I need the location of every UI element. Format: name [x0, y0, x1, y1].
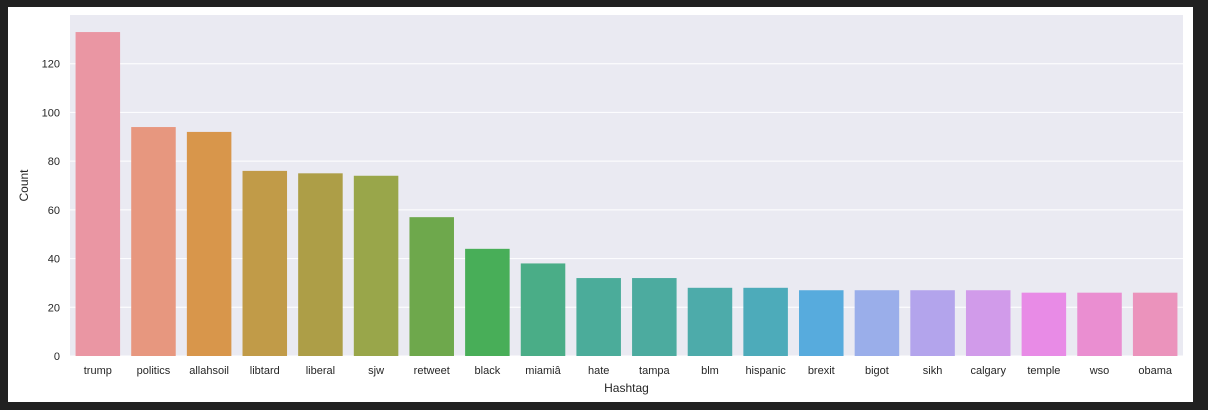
bar-allahsoil — [186, 131, 232, 356]
x-tick-label: blm — [701, 365, 719, 377]
bar-bigot — [854, 290, 900, 356]
bar-libtard — [242, 170, 288, 356]
y-tick-label: 120 — [42, 59, 60, 71]
x-tick-label: brexit — [808, 365, 835, 377]
y-axis-ticks: 0 20 40 60 80 100 120 — [42, 59, 60, 363]
bar-wso — [1077, 292, 1122, 356]
x-tick-label: calgary — [970, 365, 1006, 377]
plot-area — [70, 15, 1183, 356]
bar-calgary — [965, 290, 1011, 356]
x-tick-label: hate — [588, 365, 609, 377]
bar-trump — [75, 32, 121, 357]
bars — [75, 32, 1178, 357]
x-tick-label: liberal — [306, 365, 335, 377]
x-tick-label: black — [475, 365, 501, 377]
x-tick-label: temple — [1027, 365, 1060, 377]
y-tick-label: 60 — [48, 205, 60, 217]
x-tick-label: sjw — [368, 365, 384, 377]
x-tick-label: miamiâ — [525, 365, 561, 377]
y-tick-label: 20 — [48, 302, 60, 314]
bar-black — [465, 248, 510, 356]
bar-brexit — [799, 290, 844, 356]
y-tick-label: 40 — [48, 254, 60, 266]
y-tick-label: 80 — [48, 156, 60, 168]
bar-tampa — [632, 278, 677, 356]
x-axis-ticks: trump politics allahsoil libtard liberal sjw r… — [84, 365, 1173, 377]
x-tick-label: libtard — [250, 365, 280, 377]
y-tick-label: 100 — [42, 107, 60, 119]
x-tick-label: hispanic — [745, 365, 786, 377]
y-axis-label: Count — [17, 169, 31, 202]
bar-sikh — [910, 290, 955, 356]
bar-retweet — [409, 217, 454, 356]
x-tick-label: bigot — [865, 365, 889, 377]
bar-hate — [576, 278, 621, 356]
x-tick-label: sikh — [923, 365, 943, 377]
y-tick-label: 0 — [54, 351, 60, 363]
figure: 0 20 40 60 80 100 120 trump politics allahsoil li… — [8, 7, 1193, 402]
x-tick-label: obama — [1138, 365, 1173, 377]
bar-chart: 0 20 40 60 80 100 120 trump politics allahsoil li… — [17, 15, 1183, 395]
bar-temple — [1021, 292, 1067, 356]
x-tick-label: retweet — [414, 365, 450, 377]
bar-obama — [1132, 292, 1178, 356]
bar-liberal — [298, 173, 343, 356]
x-tick-label: politics — [137, 365, 171, 377]
x-axis-label: Hashtag — [604, 381, 649, 395]
bar-blm — [687, 287, 733, 356]
x-tick-label: trump — [84, 365, 112, 377]
bar-hispanic — [743, 287, 788, 356]
bar-politics — [131, 127, 176, 357]
bar-miamiâ — [520, 263, 566, 356]
x-tick-label: tampa — [639, 365, 670, 377]
bar-sjw — [353, 175, 399, 356]
x-tick-label: allahsoil — [189, 365, 229, 377]
x-tick-label: wso — [1089, 365, 1110, 377]
